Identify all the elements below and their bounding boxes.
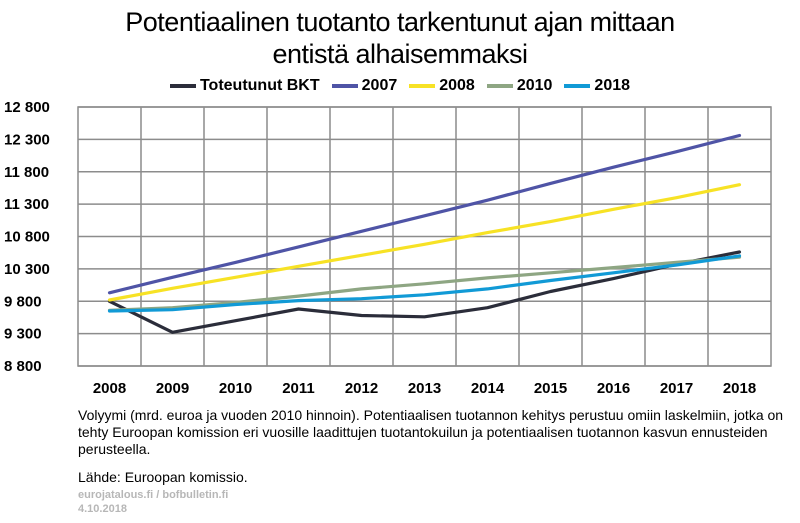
- y-tick-label: 11 800: [4, 164, 49, 181]
- y-tick-label: 10 800: [4, 229, 50, 246]
- x-tick-label: 2018: [723, 380, 756, 397]
- series-line-toteutunut-bkt: [107, 250, 742, 334]
- series-line-2007: [107, 133, 742, 295]
- legend-label: 2010: [516, 77, 553, 94]
- source-note: Lähde: Euroopan komissio.: [78, 469, 248, 485]
- y-tick-label: 10 300: [4, 261, 50, 278]
- series-lines: [107, 133, 742, 334]
- legend-label: 2018: [594, 77, 631, 94]
- legend-label: 2008: [439, 77, 475, 94]
- x-tick-label: 2011: [282, 380, 315, 397]
- y-axis-ticks: 8 800 9 300 9 800 10 300 10 800 11 300 11 800 1…: [4, 99, 50, 375]
- x-axis-ticks: 2008 2009 2010 2011 2012 2013 2014 2015 2016 2017…: [93, 380, 756, 397]
- x-tick-label: 2009: [156, 380, 189, 397]
- legend-item: 2010: [486, 77, 553, 95]
- legend: Toteutunut BKT 2007 2008 2010 2018: [0, 77, 800, 95]
- legend-swatch: [409, 84, 436, 88]
- legend-item: Toteutunut BKT: [169, 77, 320, 95]
- y-tick-label: 8 800: [4, 358, 42, 375]
- legend-item: 2018: [564, 77, 630, 95]
- brand-site: eurojatalous.fi / bofbulletin.fi: [78, 489, 229, 501]
- x-tick-label: 2015: [534, 380, 567, 397]
- x-tick-label: 2008: [93, 380, 126, 397]
- y-tick-label: 9 800: [4, 293, 42, 310]
- legend-label: 2007: [361, 77, 398, 94]
- x-tick-label: 2016: [597, 380, 630, 397]
- y-tick-label: 12 300: [4, 131, 50, 148]
- x-tick-label: 2013: [408, 380, 441, 397]
- legend-label: Toteutunut BKT: [199, 77, 320, 94]
- series-line-2008: [107, 183, 742, 302]
- series-line-2018: [107, 254, 742, 313]
- chart-title: Potentiaalinen tuotanto tarkentunut ajan…: [0, 6, 800, 70]
- series-line-2010: [107, 255, 742, 312]
- x-tick-label: 2012: [345, 380, 378, 397]
- legend-swatch: [486, 84, 513, 88]
- x-tick-label: 2014: [471, 380, 505, 397]
- y-tick-label: 12 800: [4, 99, 50, 116]
- y-tick-label: 11 300: [4, 196, 49, 213]
- legend-swatch: [169, 84, 196, 88]
- line-chart: 8 800 9 300 9 800 10 300 10 800 11 300 11 800 1…: [4, 99, 772, 397]
- brand-info: eurojatalous.fi / bofbulletin.fi 4.10.20…: [78, 488, 228, 516]
- x-tick-label: 2017: [660, 380, 693, 397]
- chart-title-line-1: Potentiaalinen tuotanto tarkentunut ajan…: [125, 7, 675, 37]
- footnote: Volyymi (mrd. euroa ja vuoden 2010 hinno…: [78, 407, 784, 457]
- legend-item: 2008: [409, 77, 475, 95]
- legend-swatch: [331, 84, 358, 88]
- x-tick-label: 2010: [219, 380, 252, 397]
- legend-item: 2007: [331, 77, 398, 95]
- y-tick-label: 9 300: [4, 326, 42, 343]
- grid: [77, 106, 772, 367]
- legend-swatch: [564, 84, 591, 88]
- brand-date: 4.10.2018: [78, 503, 127, 515]
- chart-title-line-2: entistä alhaisemmaksi: [272, 39, 528, 69]
